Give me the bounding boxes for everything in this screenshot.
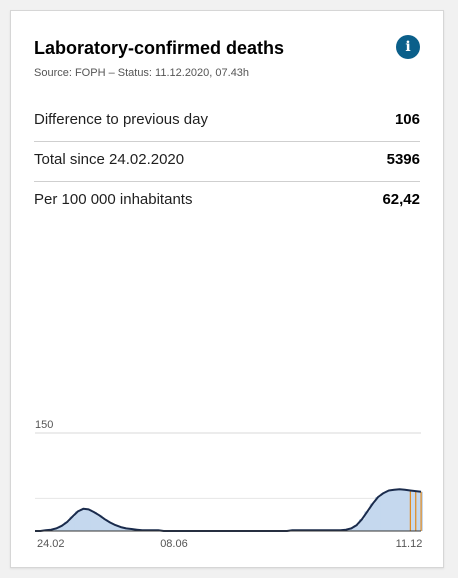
stat-label: Per 100 000 inhabitants (34, 191, 193, 208)
data-bar (107, 522, 114, 531)
data-bar (391, 489, 398, 531)
deaths-chart[interactable]: 150 24.02 08.06 11.12 (31, 411, 423, 551)
stat-value: 106 (394, 111, 420, 128)
stat-label: Difference to previous day (34, 111, 208, 128)
data-bar (117, 527, 124, 531)
data-bar (359, 519, 366, 531)
data-bar (353, 525, 360, 531)
data-bar (69, 516, 76, 531)
stat-row-difference: Difference to previous day 106 (34, 103, 420, 142)
data-bar (385, 490, 392, 531)
data-bar (64, 521, 71, 531)
stat-value: 5396 (386, 151, 420, 168)
stat-value: 62,42 (382, 191, 420, 208)
data-bar (58, 525, 65, 531)
stat-row-per-100k: Per 100 000 inhabitants 62,42 (34, 183, 420, 221)
data-bar (101, 519, 108, 531)
source-status-text: Source: FOPH – Status: 11.12.2020, 07.43… (34, 67, 250, 79)
data-bar (53, 528, 60, 531)
x-tick-label: 11.12 (396, 538, 423, 550)
recent-bar-marker (415, 491, 417, 531)
data-bar (396, 489, 403, 531)
x-tick-label: 24.02 (37, 538, 65, 550)
recent-bar-marker (409, 490, 411, 531)
data-bar (380, 493, 387, 531)
data-bar (90, 512, 97, 531)
data-bar (112, 525, 119, 531)
data-bar (401, 489, 408, 531)
info-icon[interactable]: i (396, 35, 420, 59)
data-bar (348, 528, 355, 531)
data-bar (364, 511, 371, 531)
data-bar (375, 497, 382, 531)
y-tick-label: 150 (35, 419, 53, 431)
x-tick-label: 08.06 (160, 538, 188, 550)
data-bar (74, 511, 81, 531)
recent-bar-marker (420, 491, 422, 531)
data-bar (80, 508, 87, 531)
card-title: Laboratory-confirmed deaths (34, 38, 285, 58)
data-bar (369, 503, 376, 531)
data-bar (96, 515, 103, 531)
stat-row-total: Total since 24.02.2020 5396 (34, 143, 420, 182)
data-bar (85, 509, 92, 531)
data-bar (123, 528, 130, 531)
data-bar (128, 529, 135, 531)
stat-label: Total since 24.02.2020 (34, 151, 185, 168)
deaths-card: Laboratory-confirmed deaths Source: FOPH… (10, 10, 444, 568)
